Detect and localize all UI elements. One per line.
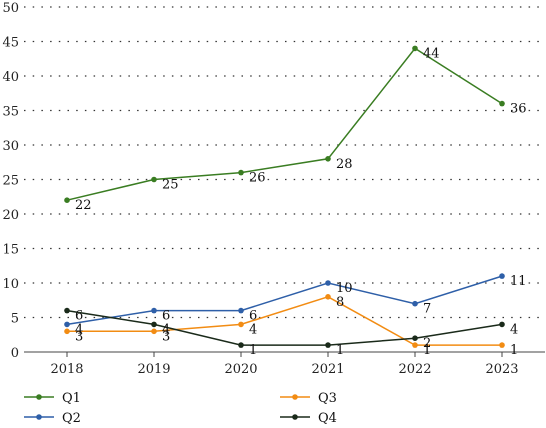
- point-Q2-2020: [238, 307, 244, 314]
- y-tick-label-15: 15: [2, 243, 19, 258]
- y-tick-label-30: 30: [2, 139, 19, 154]
- data-label-Q1-2021: 28: [336, 157, 353, 172]
- data-label-Q4-2020: 1: [249, 343, 257, 358]
- y-tick-label-20: 20: [2, 208, 19, 223]
- point-Q1-2019: [151, 176, 157, 183]
- data-label-Q4-2022: 2: [423, 336, 431, 351]
- point-Q1-2018: [64, 197, 70, 203]
- point-Q4-2018: [64, 307, 70, 314]
- y-tick-label-45: 45: [2, 36, 19, 51]
- data-label-Q4-2023: 4: [510, 322, 518, 337]
- point-Q1-2020: [238, 169, 244, 176]
- point-Q1-2022: [412, 45, 418, 52]
- legend-label-Q1: Q1: [62, 391, 81, 406]
- y-tick-label-35: 35: [2, 105, 19, 120]
- x-tick-label-2022: 2022: [398, 362, 431, 377]
- point-Q4-2019: [151, 321, 157, 328]
- y-tick-label-0: 0: [11, 346, 19, 361]
- legend-marker-Q3: [292, 394, 298, 400]
- point-Q3-2022: [412, 342, 418, 348]
- data-label-Q2-2018: 4: [75, 322, 83, 337]
- data-label-Q1-2023: 36: [510, 102, 527, 117]
- y-axis: 0 5 10 15 20 25 30 35 40 45 50: [2, 1, 19, 361]
- data-label-Q3-2022: 1: [423, 343, 431, 358]
- legend-marker-Q1: [36, 394, 42, 400]
- point-Q3-2019: [151, 328, 157, 335]
- point-Q2-2019: [151, 307, 157, 314]
- y-tick-label-10: 10: [2, 277, 19, 292]
- y-tick-label-50: 50: [2, 1, 19, 16]
- point-Q2-2022: [412, 300, 418, 307]
- legend-label-Q4: Q4: [318, 411, 337, 426]
- point-Q3-2020: [238, 321, 244, 328]
- point-Q3-2023: [499, 342, 505, 348]
- data-label-Q1-2020: 26: [249, 171, 266, 186]
- data-label-Q2-2021: 10: [336, 281, 353, 296]
- data-label-Q4-2018: 6: [75, 309, 83, 324]
- data-label-Q3-2021: 8: [336, 295, 344, 310]
- data-label-Q2-2022: 7: [423, 302, 431, 317]
- series-line-Q3: [67, 295, 502, 346]
- point-Q2-2023: [499, 273, 505, 279]
- point-Q3-2018: [64, 328, 70, 335]
- point-Q1-2021: [325, 156, 331, 162]
- data-label-Q3-2018: 3: [75, 329, 83, 344]
- x-tick-label-2020: 2020: [224, 362, 257, 377]
- data-label-Q4-2019: 4: [162, 322, 170, 337]
- data-label-Q1-2018: 22: [75, 198, 92, 213]
- point-Q4-2023: [499, 321, 505, 328]
- point-Q2-2018: [64, 321, 70, 328]
- point-Q3-2021: [325, 294, 331, 300]
- x-tick-label-2019: 2019: [137, 362, 170, 377]
- series-line-Q4: [66, 309, 503, 346]
- x-axis: 2018 2019 2020 2021 2022 2023: [24, 351, 545, 377]
- grid-lines: [24, 6, 545, 319]
- data-label-Q3-2019: 3: [162, 329, 170, 344]
- legend-label-Q3: Q3: [318, 391, 337, 406]
- data-label-Q3-2020: 4: [249, 322, 257, 337]
- point-Q4-2021: [325, 342, 331, 348]
- data-label-Q1-2019: 25: [162, 178, 179, 193]
- x-tick-label-2023: 2023: [485, 362, 518, 377]
- x-tick-label-2018: 2018: [50, 362, 83, 377]
- series-line-Q1: [66, 47, 503, 201]
- series-line-Q2: [66, 275, 503, 326]
- legend-marker-Q2: [36, 414, 42, 420]
- legend-label-Q2: Q2: [62, 411, 81, 426]
- data-label-Q2-2020: 6: [249, 309, 257, 324]
- point-Q4-2022: [412, 335, 418, 342]
- point-Q4-2020: [238, 342, 244, 348]
- y-tick-label-25: 25: [2, 174, 19, 189]
- data-label-Q1-2022: 44: [423, 46, 440, 61]
- data-label-Q2-2023: 11: [510, 274, 527, 289]
- series-layer: [64, 45, 505, 348]
- y-tick-label-5: 5: [11, 312, 19, 327]
- point-Q1-2023: [499, 100, 505, 107]
- legend: Q1 Q2 Q3 Q4: [24, 391, 337, 426]
- y-tick-label-40: 40: [2, 70, 19, 85]
- data-label-Q2-2019: 6: [162, 309, 170, 324]
- x-tick-label-2021: 2021: [311, 362, 344, 377]
- point-Q2-2021: [325, 280, 331, 286]
- legend-marker-Q4: [292, 414, 298, 420]
- data-label-Q4-2021: 1: [336, 343, 344, 358]
- data-label-Q3-2023: 1: [510, 343, 518, 358]
